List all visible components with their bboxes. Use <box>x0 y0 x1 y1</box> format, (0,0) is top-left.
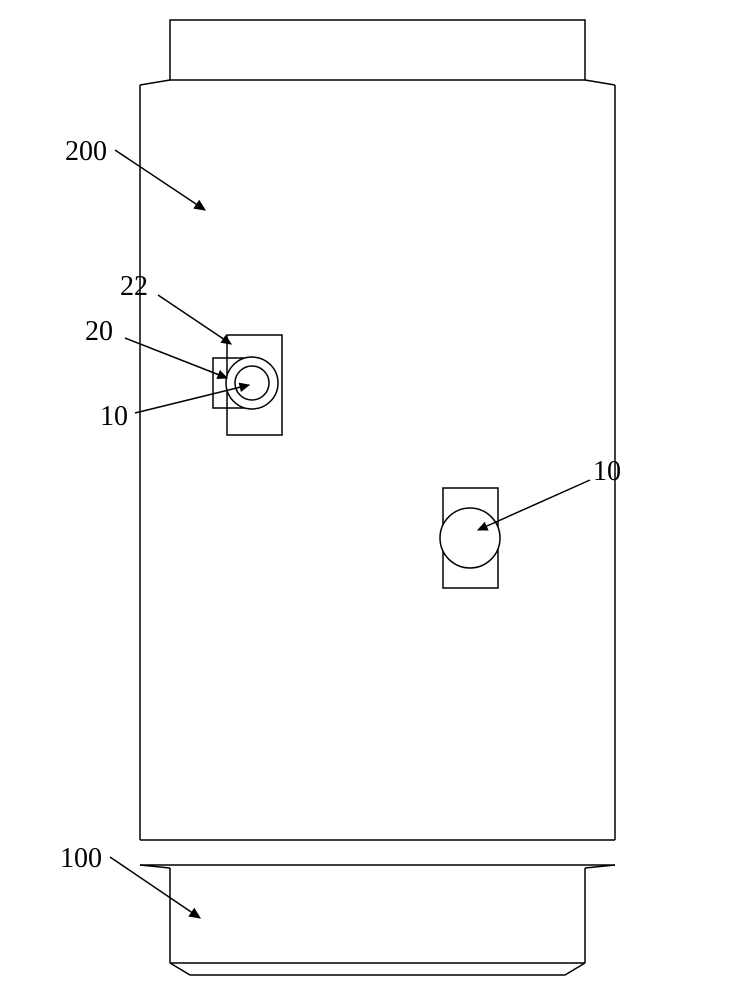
label-text-100: 100 <box>60 843 102 874</box>
label-text-10R: 10 <box>593 456 621 487</box>
label-text-20: 20 <box>85 316 113 347</box>
label-text-10L: 10 <box>100 401 128 432</box>
label-text-200: 200 <box>65 136 107 167</box>
label-text-22: 22 <box>120 271 148 302</box>
canvas-bg <box>0 0 738 1000</box>
right-port-assembly <box>440 488 500 588</box>
right-port-circle <box>440 508 500 568</box>
